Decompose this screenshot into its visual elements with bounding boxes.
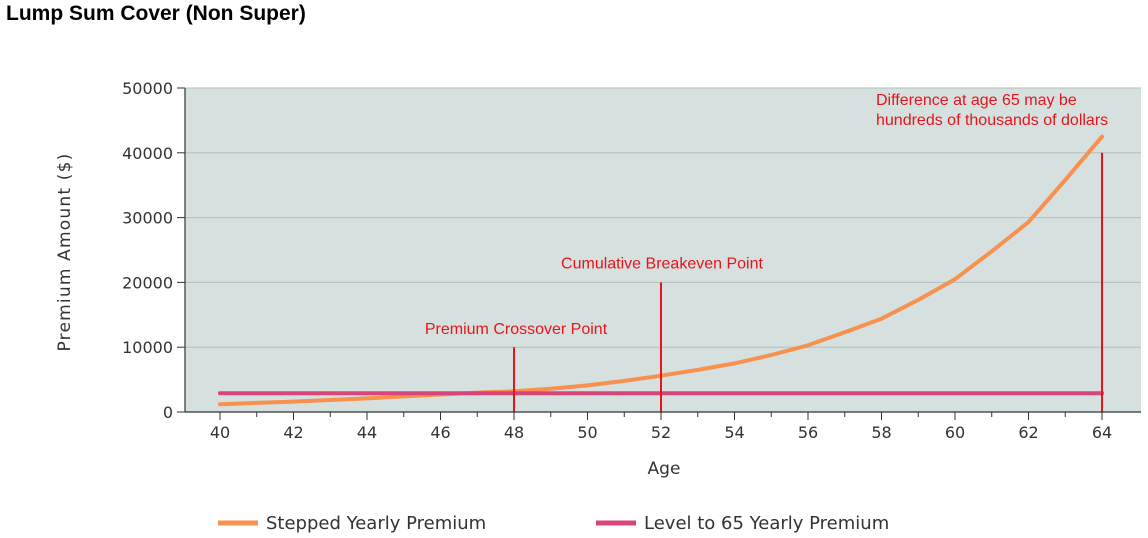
legend-label-1: Stepped Yearly Premium — [266, 513, 486, 534]
annotation-crossover-label: Premium Crossover Point — [425, 321, 608, 338]
x-tick-label: 42 — [283, 423, 303, 442]
annotation-breakeven-label: Cumulative Breakeven Point — [561, 255, 763, 272]
x-tick-label: 56 — [798, 423, 818, 442]
x-axis-label: Age — [648, 459, 681, 479]
y-axis-label: Premium Amount ($) — [55, 153, 75, 352]
y-tick-label: 40000 — [122, 144, 173, 163]
x-tick-label: 48 — [504, 423, 524, 442]
annotation-difference-label-line2: hundreds of thousands of dollars — [876, 112, 1108, 129]
x-tick-label: 46 — [430, 423, 450, 442]
plot-area — [185, 88, 1141, 412]
y-tick-label: 20000 — [122, 273, 173, 292]
x-tick-label: 50 — [577, 423, 597, 442]
x-tick-label: 40 — [210, 423, 230, 442]
x-tick-label: 64 — [1092, 423, 1112, 442]
x-tick-label: 44 — [357, 423, 377, 442]
y-tick-label: 50000 — [122, 79, 173, 98]
annotation-difference-label-line1: Difference at age 65 may be — [876, 92, 1077, 109]
x-tick-label: 54 — [724, 423, 744, 442]
y-tick-label: 0 — [163, 403, 173, 422]
x-tick-label: 62 — [1018, 423, 1038, 442]
y-tick-label: 10000 — [122, 338, 173, 357]
y-tick-label: 30000 — [122, 209, 173, 228]
x-tick-label: 58 — [871, 423, 891, 442]
legend-label-2: Level to 65 Yearly Premium — [644, 513, 889, 534]
x-tick-label: 52 — [651, 423, 671, 442]
x-tick-label: 60 — [945, 423, 965, 442]
page-title: Lump Sum Cover (Non Super) — [6, 2, 306, 25]
